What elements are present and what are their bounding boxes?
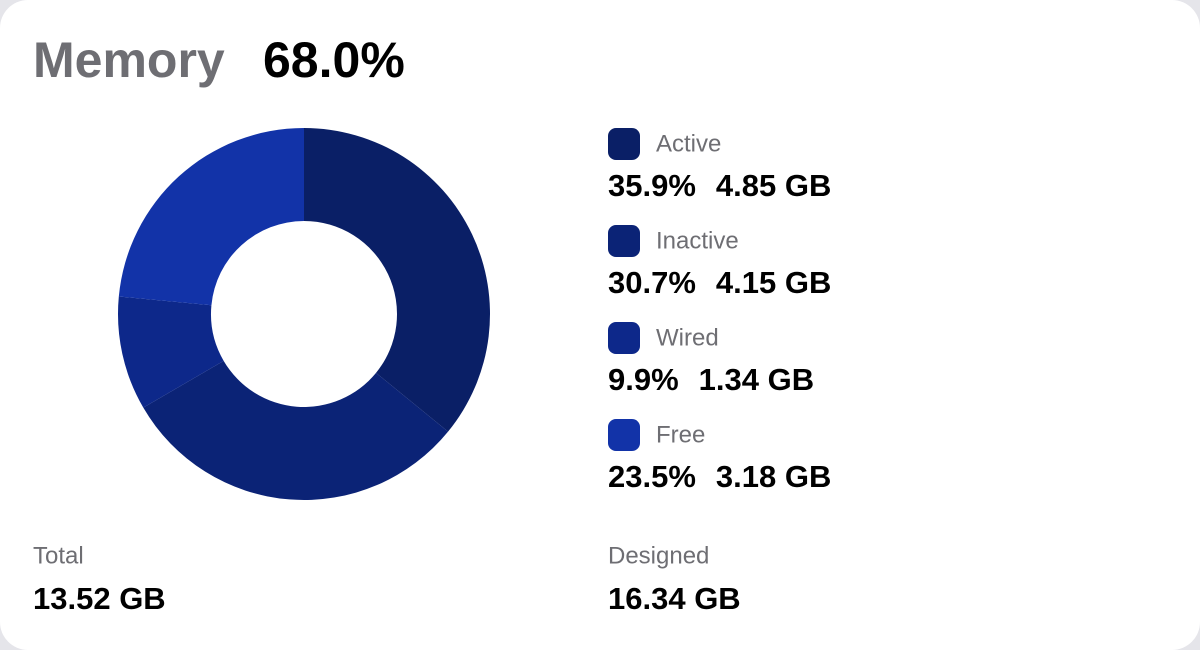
size-label: 3.18 GB: [716, 459, 831, 494]
legend-swatch: [608, 128, 640, 160]
legend-swatch: [608, 225, 640, 257]
size-label: 4.15 GB: [716, 265, 831, 300]
footer-value: 16.34 GB: [608, 581, 741, 616]
chart-title: Memory: [33, 32, 225, 88]
value-label: 23.5%: [608, 459, 696, 494]
size-label: 4.85 GB: [716, 168, 831, 203]
legend-swatch: [608, 419, 640, 451]
legend-value: 35.9% 4.85 GB: [608, 168, 831, 203]
footer-label: Designed: [608, 542, 709, 569]
value-label: 35.9%: [608, 168, 696, 203]
donut-segment: [117, 296, 224, 408]
size-label: 1.34 GB: [699, 362, 814, 397]
value-label: 9.9%: [608, 362, 679, 397]
legend-swatch: [608, 322, 640, 354]
legend-label: Active: [656, 130, 721, 157]
legend-value: 9.9% 1.34 GB: [608, 362, 814, 397]
donut-segment: [304, 128, 490, 432]
legend-label: Inactive: [656, 227, 739, 254]
value-label: 30.7%: [608, 265, 696, 300]
legend-value: 30.7% 4.15 GB: [608, 265, 831, 300]
footer-value: 13.52 GB: [33, 581, 166, 616]
donut-segment: [118, 128, 305, 306]
legend-value: 23.5% 3.18 GB: [608, 459, 831, 494]
legend-label: Free: [656, 421, 705, 448]
donut-segment: [143, 360, 449, 500]
usage-percent: 68.0%: [263, 32, 405, 88]
footer-label: Total: [33, 542, 84, 569]
legend-label: Wired: [656, 324, 719, 351]
